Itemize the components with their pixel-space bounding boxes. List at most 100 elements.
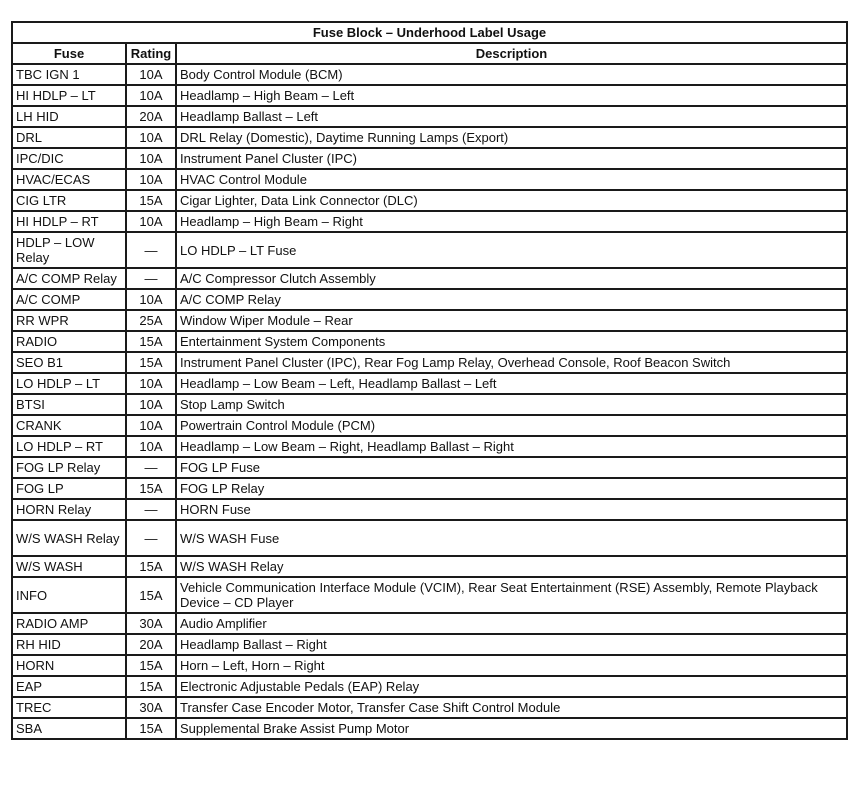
rating-cell: 20A — [125, 105, 177, 128]
rating-cell: 10A — [125, 414, 177, 437]
table-row: LO HDLP – RT 10A Headlamp – Low Beam – Rig… — [11, 435, 848, 458]
table-row: HORN 15A Horn – Left, Horn – Right — [11, 654, 848, 677]
header-description: Description — [175, 42, 848, 65]
fuse-cell: TBC IGN 1 — [11, 63, 127, 86]
rating-cell: 15A — [125, 351, 177, 374]
header-fuse: Fuse — [11, 42, 127, 65]
fuse-cell: LO HDLP – LT — [11, 372, 127, 395]
rating-cell: 15A — [125, 477, 177, 500]
fuse-cell: LO HDLP – RT — [11, 435, 127, 458]
description-cell: LO HDLP – LT Fuse — [175, 231, 848, 269]
fuse-cell: RADIO — [11, 330, 127, 353]
description-cell: Instrument Panel Cluster (IPC) — [175, 147, 848, 170]
description-cell: HVAC Control Module — [175, 168, 848, 191]
fuse-cell: FOG LP — [11, 477, 127, 500]
fuse-cell: HORN Relay — [11, 498, 127, 521]
rating-cell: 25A — [125, 309, 177, 332]
rating-cell: — — [125, 267, 177, 290]
table-row: CRANK 10A Powertrain Control Module (PCM) — [11, 414, 848, 437]
header-rating: Rating — [125, 42, 177, 65]
table-row: A/C COMP 10A A/C COMP Relay — [11, 288, 848, 311]
table-row: INFO 15A Vehicle Communication Interface M… — [11, 576, 848, 614]
fuse-cell: RADIO AMP — [11, 612, 127, 635]
table-row: HVAC/ECAS 10A HVAC Control Module — [11, 168, 848, 191]
description-cell: Headlamp Ballast – Right — [175, 633, 848, 656]
fuse-cell: RR WPR — [11, 309, 127, 332]
description-cell: HORN Fuse — [175, 498, 848, 521]
description-cell: Window Wiper Module – Rear — [175, 309, 848, 332]
rating-cell: 20A — [125, 633, 177, 656]
rating-cell: 10A — [125, 393, 177, 416]
fuse-cell: CRANK — [11, 414, 127, 437]
fuse-cell: TREC — [11, 696, 127, 719]
fuse-cell: SEO B1 — [11, 351, 127, 374]
fuse-cell: HDLP – LOW Relay — [11, 231, 127, 269]
table-row: LO HDLP – LT 10A Headlamp – Low Beam – Lef… — [11, 372, 848, 395]
description-cell: FOG LP Fuse — [175, 456, 848, 479]
table-row: FOG LP Relay — FOG LP Fuse — [11, 456, 848, 479]
description-cell: Headlamp – High Beam – Right — [175, 210, 848, 233]
rating-cell: 15A — [125, 330, 177, 353]
table-row: BTSI 10A Stop Lamp Switch — [11, 393, 848, 416]
rating-cell: — — [125, 231, 177, 269]
rating-cell: 10A — [125, 63, 177, 86]
fuse-cell: DRL — [11, 126, 127, 149]
fuse-cell: SBA — [11, 717, 127, 740]
fuse-cell: INFO — [11, 576, 127, 614]
table-row: A/C COMP Relay — A/C Compressor Clutch Ass… — [11, 267, 848, 290]
rating-cell: 15A — [125, 576, 177, 614]
rating-cell: 10A — [125, 288, 177, 311]
description-cell: Headlamp – High Beam – Left — [175, 84, 848, 107]
fuse-cell: BTSI — [11, 393, 127, 416]
table-row: FOG LP 15A FOG LP Relay — [11, 477, 848, 500]
table-row: HORN Relay — HORN Fuse — [11, 498, 848, 521]
table-row: RADIO AMP 30A Audio Amplifier — [11, 612, 848, 635]
rating-cell: 10A — [125, 210, 177, 233]
table-row: HI HDLP – RT 10A Headlamp – High Beam – Ri… — [11, 210, 848, 233]
table-row: CIG LTR 15A Cigar Lighter, Data Link Conne… — [11, 189, 848, 212]
table-title: Fuse Block – Underhood Label Usage — [11, 21, 848, 44]
description-cell: Stop Lamp Switch — [175, 393, 848, 416]
description-cell: Cigar Lighter, Data Link Connector (DLC) — [175, 189, 848, 212]
description-cell: Supplemental Brake Assist Pump Motor — [175, 717, 848, 740]
rating-cell: 10A — [125, 147, 177, 170]
description-cell: A/C Compressor Clutch Assembly — [175, 267, 848, 290]
description-cell: W/S WASH Fuse — [175, 519, 848, 557]
rating-cell: 10A — [125, 126, 177, 149]
table-row: DRL 10A DRL Relay (Domestic), Daytime Runn… — [11, 126, 848, 149]
table-row: RR WPR 25A Window Wiper Module – Rear — [11, 309, 848, 332]
rating-cell: 10A — [125, 372, 177, 395]
description-cell: W/S WASH Relay — [175, 555, 848, 578]
description-cell: Powertrain Control Module (PCM) — [175, 414, 848, 437]
description-cell: Entertainment System Components — [175, 330, 848, 353]
rating-cell: 30A — [125, 696, 177, 719]
rating-cell: — — [125, 519, 177, 557]
rating-cell: — — [125, 456, 177, 479]
table-row: HI HDLP – LT 10A Headlamp – High Beam – Le… — [11, 84, 848, 107]
table-row: SEO B1 15A Instrument Panel Cluster (IPC),… — [11, 351, 848, 374]
description-cell: Headlamp Ballast – Left — [175, 105, 848, 128]
rating-cell: 10A — [125, 168, 177, 191]
rating-cell: 15A — [125, 675, 177, 698]
rating-cell: 15A — [125, 189, 177, 212]
rating-cell: — — [125, 498, 177, 521]
fuse-cell: LH HID — [11, 105, 127, 128]
table-row: W/S WASH Relay — W/S WASH Fuse — [11, 519, 848, 557]
table-row: SBA 15A Supplemental Brake Assist Pump Mot… — [11, 717, 848, 740]
table-row: W/S WASH 15A W/S WASH Relay — [11, 555, 848, 578]
fuse-cell: A/C COMP — [11, 288, 127, 311]
table-row: RH HID 20A Headlamp Ballast – Right — [11, 633, 848, 656]
rating-cell: 30A — [125, 612, 177, 635]
table-row: TREC 30A Transfer Case Encoder Motor, Tran… — [11, 696, 848, 719]
description-cell: Headlamp – Low Beam – Left, Headlamp Bal… — [175, 372, 848, 395]
fuse-cell: FOG LP Relay — [11, 456, 127, 479]
description-cell: Audio Amplifier — [175, 612, 848, 635]
fuse-cell: IPC/DIC — [11, 147, 127, 170]
fuse-cell: W/S WASH — [11, 555, 127, 578]
fuse-cell: HI HDLP – RT — [11, 210, 127, 233]
table-row: HDLP – LOW Relay — LO HDLP – LT Fuse — [11, 231, 848, 269]
description-cell: Vehicle Communication Interface Module (… — [175, 576, 848, 614]
description-cell: Horn – Left, Horn – Right — [175, 654, 848, 677]
table-row: TBC IGN 1 10A Body Control Module (BCM) — [11, 63, 848, 86]
fuse-table: Fuse Block – Underhood Label Usage Fuse … — [11, 21, 848, 740]
